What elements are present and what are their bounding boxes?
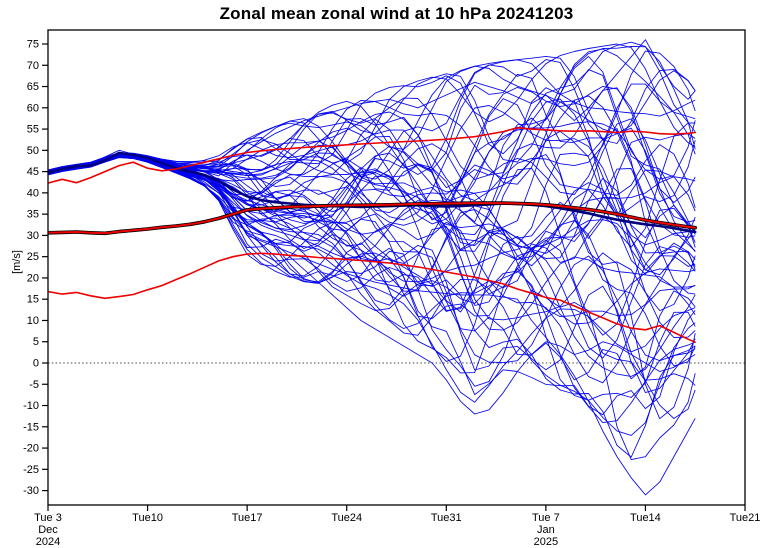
svg-text:-30: -30: [23, 485, 39, 497]
svg-text:2025: 2025: [534, 536, 558, 548]
svg-text:50: 50: [27, 145, 39, 157]
mean-and-climatology-lines: [48, 127, 697, 343]
svg-text:Tue 3: Tue 3: [34, 512, 62, 524]
svg-text:Tue17: Tue17: [232, 512, 263, 524]
ensemble-members: [48, 39, 696, 496]
svg-text:Tue31: Tue31: [431, 512, 462, 524]
svg-text:15: 15: [27, 294, 39, 306]
svg-text:Tue21: Tue21: [730, 512, 761, 524]
svg-text:Dec: Dec: [38, 524, 58, 536]
svg-text:20: 20: [27, 272, 39, 284]
svg-text:Tue24: Tue24: [331, 512, 362, 524]
svg-text:10: 10: [27, 315, 39, 327]
svg-text:75: 75: [27, 39, 39, 51]
svg-text:-10: -10: [23, 400, 39, 412]
svg-text:Jan: Jan: [537, 524, 555, 536]
svg-text:35: 35: [27, 209, 39, 221]
svg-text:Tue 7: Tue 7: [532, 512, 560, 524]
svg-text:25: 25: [27, 251, 39, 263]
y-axis-ticks: -30 -25 -20 -15 -10 -5 0 5 10 15 20 25 30 35 40 45 50 55 6…: [23, 39, 48, 497]
svg-text:65: 65: [27, 81, 39, 93]
svg-text:30: 30: [27, 230, 39, 242]
chart-title: Zonal mean zonal wind at 10 hPa 20241203: [219, 4, 574, 23]
svg-text:Tue14: Tue14: [630, 512, 661, 524]
svg-text:-15: -15: [23, 421, 39, 433]
svg-text:-25: -25: [23, 464, 39, 476]
svg-text:60: 60: [27, 102, 39, 114]
svg-text:2024: 2024: [36, 536, 60, 548]
svg-text:40: 40: [27, 187, 39, 199]
svg-text:Tue10: Tue10: [132, 512, 163, 524]
plot-frame: [47, 29, 746, 506]
svg-text:-20: -20: [23, 443, 39, 455]
svg-text:5: 5: [33, 336, 39, 348]
svg-text:0: 0: [33, 358, 39, 370]
svg-text:55: 55: [27, 124, 39, 136]
svg-text:-5: -5: [29, 379, 39, 391]
svg-text:70: 70: [27, 60, 39, 72]
svg-text:45: 45: [27, 166, 39, 178]
